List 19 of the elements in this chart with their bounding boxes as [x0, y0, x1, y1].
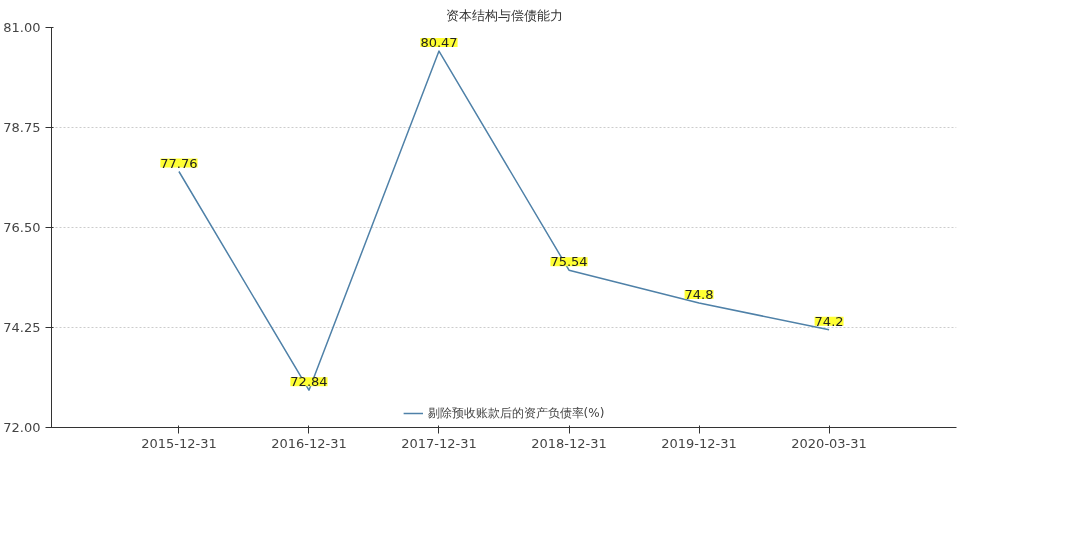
- x-tick-label: 2015-12-31: [141, 435, 217, 451]
- data-label: 72.84: [290, 374, 328, 390]
- data-label: 80.47: [420, 35, 458, 51]
- x-tick-label: 2020-03-31: [791, 435, 867, 451]
- data-label: 75.54: [550, 254, 588, 270]
- y-tick-label: 81.00: [3, 20, 41, 35]
- data-label: 77.76: [160, 155, 198, 171]
- y-tick-label: 72.00: [3, 420, 41, 435]
- x-tick-label: 2016-12-31: [271, 435, 347, 451]
- x-tick-label: 2019-12-31: [661, 435, 737, 451]
- data-label: 74.2: [814, 313, 844, 329]
- chart-title: 资本结构与偿债能力: [445, 7, 563, 23]
- x-tick-label: 2017-12-31: [401, 435, 477, 451]
- data-label: 74.8: [684, 287, 714, 303]
- y-tick-label: 76.50: [3, 220, 41, 235]
- x-tick-label: 2018-12-31: [531, 435, 607, 451]
- legend-label: 剔除预收账款后的资产负债率(%): [427, 404, 605, 422]
- y-tick-label: 74.25: [3, 320, 41, 335]
- y-tick-label: 78.75: [3, 120, 41, 135]
